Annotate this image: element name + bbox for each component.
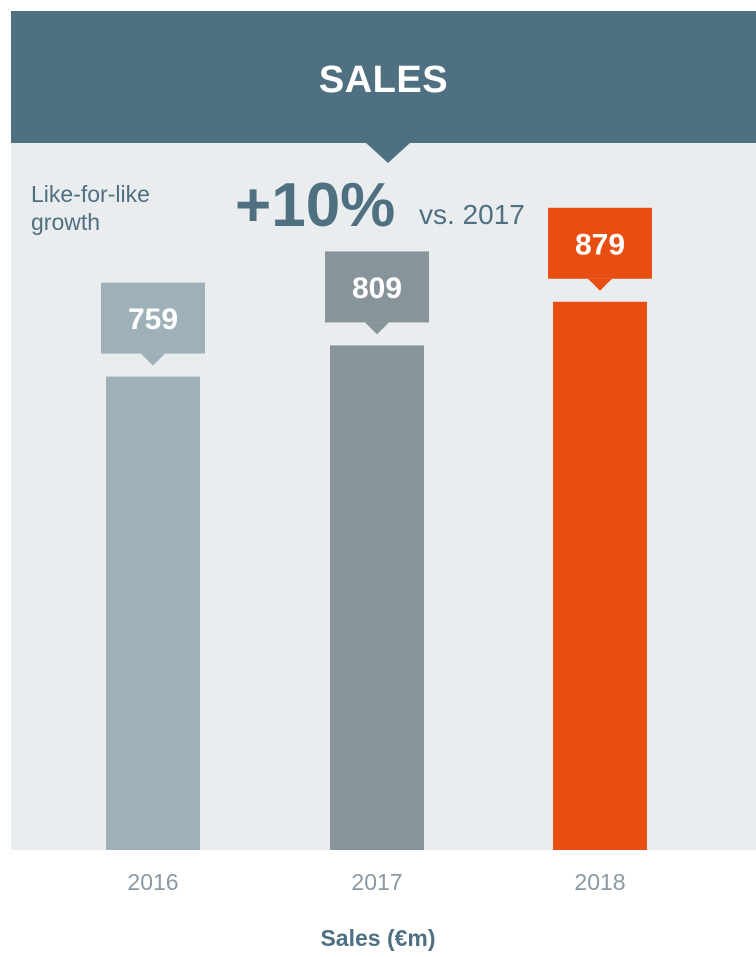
data-label-box-2016 bbox=[101, 282, 205, 354]
x-tick-label-2016: 2016 bbox=[127, 869, 178, 895]
data-label-pointer-2016 bbox=[141, 353, 165, 366]
data-label-box-2018 bbox=[548, 207, 652, 279]
x-tick-label-2018: 2018 bbox=[574, 869, 625, 895]
bar-2018 bbox=[553, 301, 647, 850]
header-banner: SALES bbox=[11, 11, 756, 143]
banner-pointer bbox=[366, 143, 410, 163]
data-label-pointer-2018 bbox=[588, 278, 612, 291]
growth-comparison: vs. 2017 bbox=[419, 199, 525, 230]
x-axis-title: Sales (€m) bbox=[320, 925, 436, 951]
data-label-pointer-2017 bbox=[365, 322, 389, 335]
page-title: SALES bbox=[318, 59, 449, 101]
bar-2017 bbox=[330, 345, 424, 850]
data-label-2018: 879 bbox=[575, 228, 625, 261]
data-label-2016: 759 bbox=[128, 303, 178, 336]
growth-label: Like-for-like growth bbox=[31, 181, 150, 235]
growth-value: +10% bbox=[235, 171, 396, 240]
x-tick-label-2017: 2017 bbox=[351, 869, 402, 895]
data-label-2017: 809 bbox=[352, 272, 402, 305]
bar-2016 bbox=[106, 376, 200, 850]
data-label-box-2017 bbox=[325, 251, 429, 323]
